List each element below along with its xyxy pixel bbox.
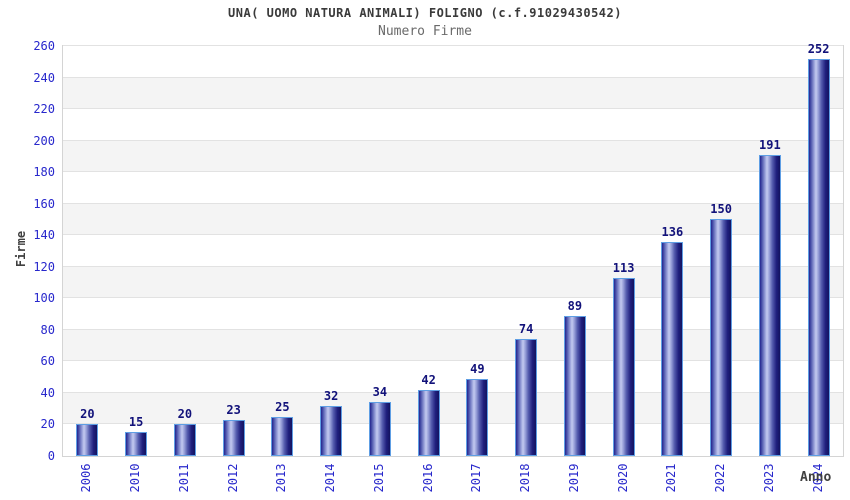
y-tick-160: 160 bbox=[33, 196, 55, 211]
bar-2006 bbox=[76, 424, 99, 456]
bar-2023 bbox=[758, 154, 781, 456]
bar-2021 bbox=[661, 241, 684, 456]
y-tick-120: 120 bbox=[33, 259, 55, 274]
bar-value-label: 42 bbox=[421, 372, 436, 387]
bar-2012 bbox=[222, 419, 245, 456]
gridline bbox=[63, 45, 843, 46]
bar-value-label: 136 bbox=[661, 224, 684, 239]
gridline bbox=[63, 202, 843, 204]
background-band bbox=[63, 140, 843, 173]
x-tick-2015: 2015 bbox=[371, 463, 386, 493]
plot-area: 20 15 20 23 25 32 34 42 49 74 89 113 136 150 191 252 bbox=[62, 42, 844, 457]
bar-value-label: 34 bbox=[372, 385, 388, 400]
x-tick-2017: 2017 bbox=[469, 463, 484, 493]
bar-value-label: 20 bbox=[80, 407, 95, 422]
y-tick-80: 80 bbox=[40, 322, 55, 337]
bar-2020 bbox=[612, 277, 635, 456]
background-band bbox=[63, 172, 843, 204]
y-tick-100: 100 bbox=[33, 291, 55, 306]
gridline bbox=[63, 423, 843, 425]
gridline bbox=[63, 360, 843, 362]
gridline bbox=[63, 234, 843, 236]
x-tick-2018: 2018 bbox=[518, 463, 533, 493]
gridline bbox=[63, 76, 843, 78]
x-tick-2013: 2013 bbox=[274, 463, 289, 493]
y-tick-40: 40 bbox=[40, 385, 55, 400]
x-tick-2014: 2014 bbox=[323, 463, 338, 493]
gridline bbox=[63, 391, 843, 393]
y-tick-200: 200 bbox=[33, 133, 55, 148]
bar-2013 bbox=[271, 416, 294, 456]
bar-2016 bbox=[417, 389, 440, 456]
bar-value-label: 20 bbox=[177, 407, 193, 422]
bar-value-label: 49 bbox=[470, 361, 485, 376]
gridline bbox=[63, 171, 843, 173]
bar-value-label: 252 bbox=[807, 41, 830, 56]
bar-value-label: 74 bbox=[518, 322, 534, 337]
x-tick-2021: 2021 bbox=[664, 463, 679, 493]
y-tick-60: 60 bbox=[40, 354, 55, 369]
bar-2015 bbox=[368, 402, 391, 456]
chart-title: UNA( UOMO NATURA ANIMALI) FOLIGNO (c.f.9… bbox=[228, 6, 622, 20]
gridline bbox=[63, 139, 843, 141]
bar-2014 bbox=[320, 405, 343, 456]
y-tick-180: 180 bbox=[33, 165, 55, 180]
bar-2018 bbox=[515, 339, 538, 456]
y-tick-240: 240 bbox=[33, 70, 55, 85]
x-tick-2020: 2020 bbox=[615, 463, 630, 493]
y-tick-140: 140 bbox=[33, 228, 55, 243]
x-tick-2012: 2012 bbox=[225, 463, 240, 493]
x-tick-2011: 2011 bbox=[176, 463, 191, 493]
y-tick-260: 260 bbox=[33, 39, 55, 53]
x-tick-2022: 2022 bbox=[713, 463, 728, 493]
bar-2010 bbox=[125, 432, 148, 456]
gridline bbox=[63, 328, 843, 330]
gridline bbox=[63, 108, 843, 110]
bar-value-label: 25 bbox=[275, 399, 290, 414]
x-tick-2023: 2023 bbox=[761, 463, 776, 493]
gridline bbox=[63, 265, 843, 267]
bar-value-label: 191 bbox=[759, 137, 781, 152]
bar-value-label: 15 bbox=[128, 415, 144, 430]
x-axis-label: Anno bbox=[800, 470, 832, 485]
x-tick-2016: 2016 bbox=[420, 463, 435, 493]
background-band bbox=[63, 77, 843, 110]
bar-value-label: 113 bbox=[612, 260, 635, 275]
chart-subtitle: Numero Firme bbox=[378, 24, 472, 39]
gridline bbox=[63, 297, 843, 299]
bar-value-label: 23 bbox=[226, 402, 241, 417]
bar-2011 bbox=[173, 424, 196, 456]
bar-value-label: 89 bbox=[567, 298, 583, 313]
bar-2017 bbox=[466, 378, 489, 456]
bar-2022 bbox=[710, 219, 733, 456]
x-tick-2019: 2019 bbox=[566, 463, 581, 493]
y-tick-0: 0 bbox=[47, 449, 55, 463]
bar-value-label: 150 bbox=[710, 202, 732, 217]
background-band bbox=[63, 109, 843, 141]
background-band bbox=[63, 46, 843, 78]
x-tick-2010: 2010 bbox=[128, 463, 143, 493]
x-tick-2006: 2006 bbox=[79, 463, 94, 493]
bar-value-label: 32 bbox=[323, 388, 339, 403]
bar-2024 bbox=[807, 58, 830, 456]
y-tick-220: 220 bbox=[33, 102, 55, 117]
bar-2019 bbox=[563, 315, 586, 456]
y-tick-20: 20 bbox=[40, 417, 55, 432]
